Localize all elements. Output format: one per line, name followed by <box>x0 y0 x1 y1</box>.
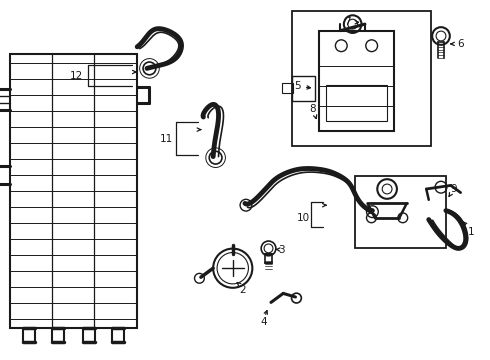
Text: 11: 11 <box>160 134 173 144</box>
Bar <box>355 176 446 248</box>
Text: 5: 5 <box>294 81 301 91</box>
Text: 1: 1 <box>468 227 475 237</box>
Bar <box>10 54 137 328</box>
Bar <box>318 31 394 131</box>
Text: 3: 3 <box>278 245 285 255</box>
Text: 12: 12 <box>69 71 83 81</box>
Bar <box>326 85 387 121</box>
Text: 2: 2 <box>240 285 246 295</box>
Text: 8: 8 <box>309 104 316 114</box>
Text: 10: 10 <box>297 213 310 223</box>
Text: 6: 6 <box>457 39 464 49</box>
Text: 7: 7 <box>344 17 351 27</box>
Text: 9: 9 <box>450 184 457 194</box>
Bar <box>292 11 431 146</box>
Bar <box>282 83 293 93</box>
Text: 4: 4 <box>260 317 267 327</box>
Bar <box>292 76 315 101</box>
